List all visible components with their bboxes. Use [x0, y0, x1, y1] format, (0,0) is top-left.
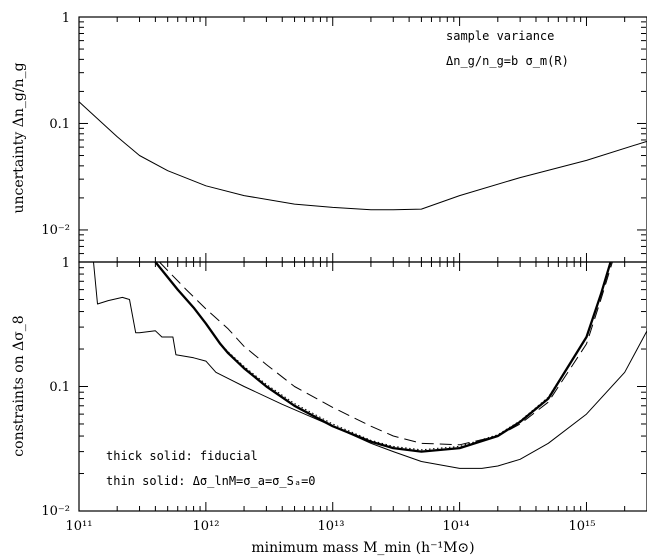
xtick-label-1e14: 10¹⁴ — [443, 519, 470, 534]
top-ytick-label-3: 10⁻² — [41, 223, 70, 238]
xtick-label-1e11: 10¹¹ — [66, 519, 93, 534]
top-ytick-label-1: 1 — [62, 11, 70, 26]
xtick-label-1e12: 10¹² — [193, 519, 220, 534]
annotation-formula: Δn_g/n_g=b σ_m(R) — [446, 54, 569, 68]
bottom-series-dotted-1 — [155, 261, 612, 451]
xtick-label-1e13: 10¹³ — [318, 519, 345, 534]
bottom-panel-ticks — [78, 261, 647, 512]
bottom-series-thin-solid-3 — [93, 261, 647, 469]
bottom-ytick-label-2: 0.1 — [49, 380, 70, 395]
bottom-series-long-dash-2 — [159, 261, 613, 446]
bottom-ytick-label-3: 10⁻² — [41, 504, 70, 519]
top-panel-ticks — [78, 16, 647, 263]
xtick-label-1e15: 10¹⁵ — [569, 519, 596, 534]
bottom-series-thick-solid-0 — [154, 261, 612, 453]
annotation-sample-variance: sample variance — [446, 29, 554, 43]
top-panel: 1 0.1 10⁻² uncertainty Δn_g/n_g sample v… — [11, 11, 647, 263]
top-ytick-label-2: 0.1 — [49, 117, 70, 132]
bottom-panel-curves — [93, 261, 647, 469]
bottom-ytick-label-1: 1 — [62, 256, 70, 271]
x-axis-label: minimum mass M_min (h⁻¹M⊙) — [251, 540, 474, 556]
top-series-thin-solid-0 — [78, 101, 647, 211]
legend-thin-solid: thin solid: Δσ_lnM=σ_a=σ_Sₐ=0 — [106, 474, 316, 488]
bottom-panel: 1 0.1 10⁻² constraints on Δσ_8 thick sol… — [11, 256, 647, 556]
top-panel-curves — [78, 101, 647, 211]
bottom-y-axis-label: constraints on Δσ_8 — [11, 315, 27, 456]
top-y-axis-label: uncertainty Δn_g/n_g — [11, 62, 27, 213]
legend-thick-solid: thick solid: fiducial — [106, 449, 258, 463]
